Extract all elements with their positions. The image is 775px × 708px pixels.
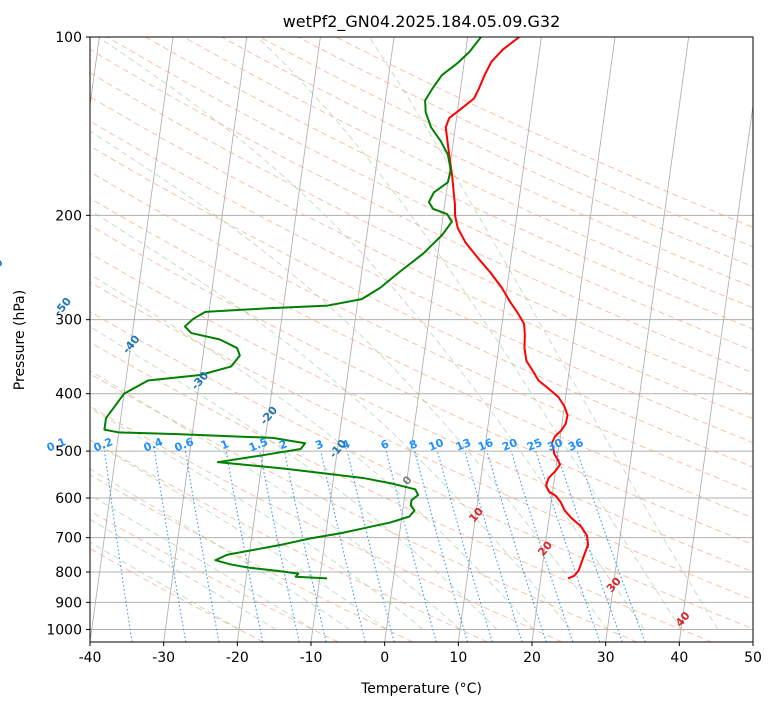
isotherm-label: -20	[257, 404, 280, 428]
dry-adiabat	[260, 37, 775, 642]
y-tick-label: 500	[55, 444, 82, 460]
y-axis-label: Pressure (hPa)	[12, 290, 28, 390]
mixing-ratio-label: 1	[219, 437, 231, 452]
dry-adiabat	[0, 37, 712, 642]
isotherm-line	[16, 37, 99, 642]
x-tick-label: 10	[449, 650, 467, 666]
dry-adiabat	[0, 37, 775, 642]
moist-adiabat	[0, 37, 571, 629]
isotherm-label: -60	[0, 256, 6, 280]
dry-adiabat	[0, 37, 775, 642]
mixing-ratio-label: 3	[313, 437, 325, 452]
x-tick-label: -20	[226, 650, 249, 666]
dry-adiabat	[183, 37, 775, 642]
isotherm-label: 40	[673, 609, 693, 629]
y-tick-label: 200	[55, 208, 82, 224]
x-tick-label: 30	[597, 650, 615, 666]
dry-adiabat	[336, 37, 775, 642]
mixing-ratio-line	[437, 451, 492, 642]
mixing-ratio-line	[285, 451, 327, 642]
mixing-ratio-line	[556, 451, 622, 642]
dry-adiabat	[31, 37, 775, 642]
moist-adiabat	[98, 37, 644, 629]
mixing-ratio-label: 0.2	[92, 435, 115, 454]
y-tick-label: 900	[55, 595, 82, 611]
dry-adiabat	[107, 37, 775, 642]
x-tick-label: -40	[79, 650, 102, 666]
y-tick-label: 700	[55, 531, 82, 547]
dry-adiabat	[0, 37, 775, 642]
x-tick-label: 20	[523, 650, 541, 666]
isotherm-label: -40	[120, 332, 143, 356]
dry-adiabat	[0, 37, 413, 642]
moist-adiabat	[0, 150, 276, 630]
plot-frame	[90, 37, 753, 642]
mixing-ratio-label: 0.6	[173, 435, 196, 454]
chart-title: wetPf2_GN04.2025.184.05.09.G32	[283, 12, 561, 32]
temperature-profile	[446, 37, 588, 578]
y-tick-label: 600	[55, 491, 82, 507]
dry-adiabat	[0, 37, 775, 642]
dry-adiabat	[0, 37, 338, 642]
dewpoint-profile	[104, 37, 481, 578]
isotherm-line	[164, 37, 247, 642]
y-tick-label: 1000	[46, 622, 82, 638]
mixing-ratio-line	[155, 451, 186, 642]
isotherm-line	[753, 37, 775, 642]
dry-adiabat	[145, 37, 775, 642]
moist-adiabat	[257, 37, 681, 629]
x-tick-label: 40	[670, 650, 688, 666]
x-tick-label: -10	[300, 650, 323, 666]
x-axis-label: Temperature (°C)	[360, 681, 482, 697]
moist-adiabat	[0, 105, 350, 630]
y-tick-label: 800	[55, 565, 82, 581]
mixing-ratio-label: 6	[379, 437, 391, 452]
dry-adiabat	[69, 37, 775, 642]
mixing-ratio-line	[226, 451, 263, 642]
x-tick-label: -30	[152, 650, 175, 666]
dry-adiabat	[0, 37, 775, 642]
dry-adiabat	[0, 37, 562, 642]
dry-adiabat	[0, 37, 775, 642]
x-tick-label: 0	[380, 650, 389, 666]
y-tick-label: 100	[55, 30, 82, 46]
moist-adiabat	[0, 124, 313, 630]
y-tick-label: 400	[55, 387, 82, 403]
y-tick-label: 300	[55, 313, 82, 329]
x-tick-label: 50	[744, 650, 762, 666]
dry-adiabat	[0, 37, 775, 642]
isotherm-line	[679, 37, 762, 642]
dry-adiabat	[0, 37, 775, 642]
mixing-ratio-line	[321, 451, 366, 642]
mixing-ratio-line	[185, 451, 219, 642]
mixing-ratio-line	[465, 451, 522, 642]
dry-adiabat	[0, 37, 775, 642]
